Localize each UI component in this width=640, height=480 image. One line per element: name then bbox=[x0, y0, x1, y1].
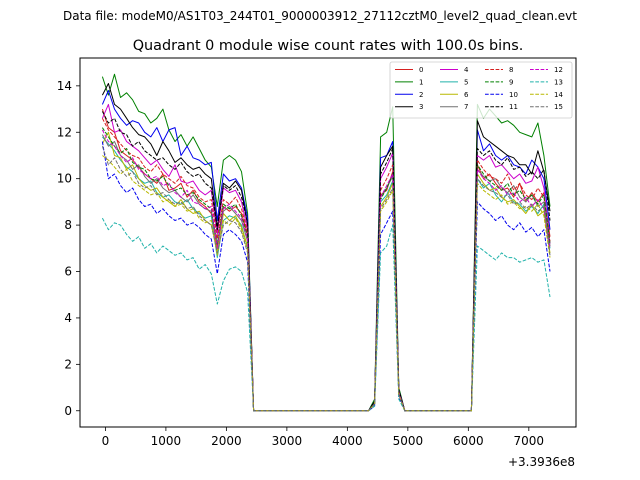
y-tick-label: 6 bbox=[64, 265, 72, 279]
chart-suptitle: Data file: modeM0/AS1T03_244T01_90000039… bbox=[63, 9, 577, 23]
series-line-15 bbox=[101, 146, 551, 412]
series-line-10 bbox=[101, 141, 551, 412]
series-line-14 bbox=[102, 155, 551, 412]
series-layer bbox=[101, 73, 551, 412]
series-line-11 bbox=[101, 111, 551, 412]
series-line-9 bbox=[101, 127, 551, 412]
legend-label: 9 bbox=[509, 78, 513, 86]
y-axis: 0 2 4 6 8 10 12 14 bbox=[57, 79, 80, 418]
legend-label: 1 bbox=[419, 78, 423, 86]
legend-label: 3 bbox=[419, 103, 423, 111]
legend-label: 15 bbox=[554, 103, 563, 111]
series-line-6 bbox=[101, 131, 551, 412]
series-line-0 bbox=[101, 108, 551, 412]
y-tick-label: 8 bbox=[64, 218, 72, 232]
legend-label: 2 bbox=[419, 91, 423, 99]
y-tick-label: 14 bbox=[57, 79, 72, 93]
series-line-12 bbox=[101, 129, 551, 412]
legend-label: 8 bbox=[509, 66, 513, 74]
series-line-1 bbox=[101, 73, 551, 412]
legend-label: 11 bbox=[509, 103, 518, 111]
series-line-8 bbox=[101, 118, 551, 412]
x-tick-label: 7000 bbox=[514, 434, 545, 448]
x-tick-label: 4000 bbox=[332, 434, 363, 448]
x-tick-label: 3000 bbox=[272, 434, 303, 448]
x-offset-label: +3.3936e8 bbox=[508, 455, 575, 469]
legend-label: 13 bbox=[554, 78, 563, 86]
legend-label: 4 bbox=[464, 66, 469, 74]
y-tick-label: 2 bbox=[64, 357, 72, 371]
x-axis: 0 1000 2000 3000 4000 5000 6000 7000 bbox=[102, 427, 545, 448]
y-tick-label: 0 bbox=[64, 404, 72, 418]
series-line-4 bbox=[101, 103, 551, 412]
legend-label: 7 bbox=[464, 103, 468, 111]
axes-frame bbox=[79, 57, 577, 428]
legend-label: 14 bbox=[554, 91, 563, 99]
x-tick-label: 0 bbox=[102, 434, 110, 448]
x-tick-label: 1000 bbox=[151, 434, 182, 448]
x-tick-label: 5000 bbox=[393, 434, 424, 448]
legend-label: 6 bbox=[464, 91, 469, 99]
x-tick-label: 6000 bbox=[453, 434, 484, 448]
legend-label: 12 bbox=[554, 66, 563, 74]
series-line-3 bbox=[101, 83, 551, 412]
y-tick-label: 4 bbox=[64, 311, 72, 325]
chart-title: Quadrant 0 module wise count rates with … bbox=[133, 38, 524, 54]
y-tick-label: 10 bbox=[57, 172, 72, 186]
series-line-13 bbox=[101, 217, 551, 412]
series-line-2 bbox=[101, 90, 551, 412]
y-tick-label: 12 bbox=[57, 125, 72, 139]
legend-label: 0 bbox=[419, 66, 423, 74]
legend-label: 10 bbox=[509, 91, 518, 99]
legend-frame bbox=[389, 61, 573, 119]
x-tick-label: 2000 bbox=[211, 434, 242, 448]
legend-label: 5 bbox=[464, 78, 468, 86]
